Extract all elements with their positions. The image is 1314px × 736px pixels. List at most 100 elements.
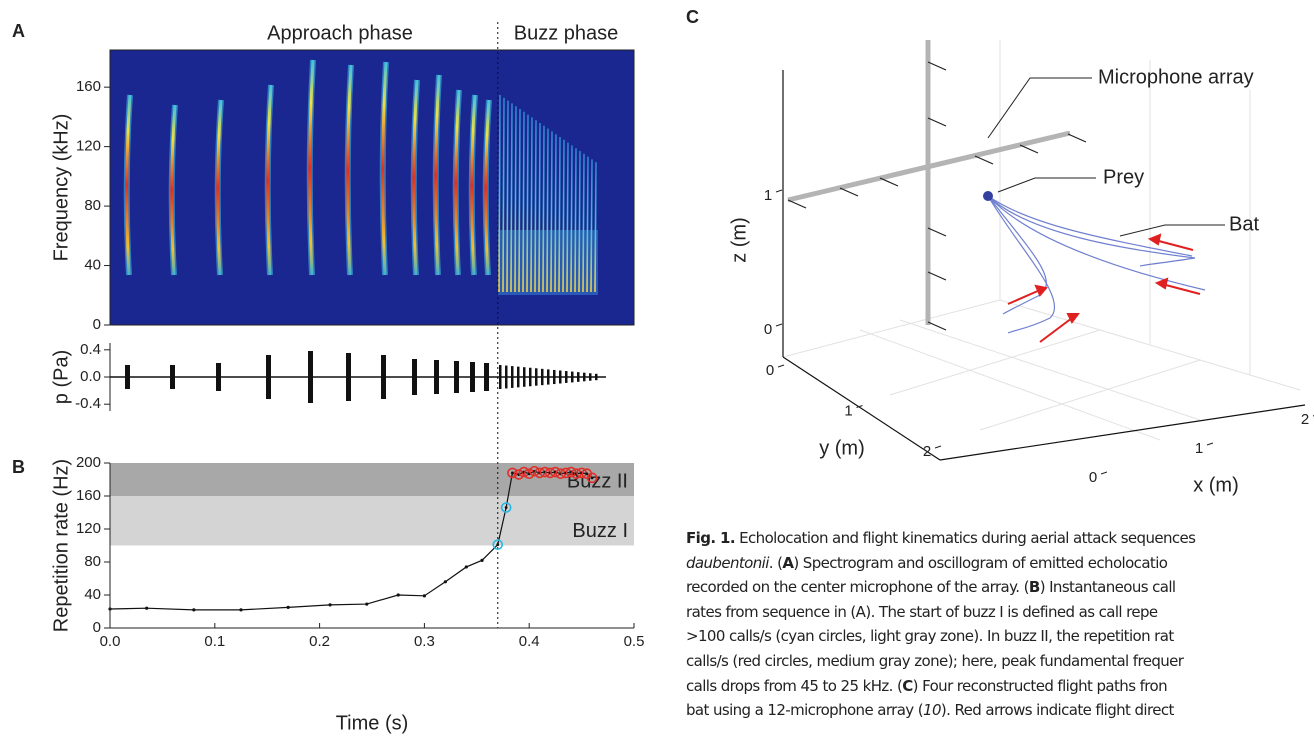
buzz-streak xyxy=(566,142,569,293)
rate-point xyxy=(590,476,594,480)
call-burst xyxy=(412,359,417,395)
call-streak xyxy=(412,79,419,276)
buzz-burst xyxy=(523,367,526,387)
rate-point xyxy=(464,565,468,569)
call-streak xyxy=(216,99,223,276)
rate-circle xyxy=(500,502,512,513)
y-tick-label: 80 xyxy=(84,197,101,214)
y-tick-label: 40 xyxy=(84,257,101,274)
caption-text: ) Four reconstructed flight paths fron xyxy=(912,676,1168,695)
rate-point xyxy=(480,558,484,562)
buzz-burst xyxy=(547,369,550,385)
y-axis-label: p (Pa) xyxy=(50,350,72,404)
y-axis-label: y (m) xyxy=(819,437,865,459)
y-tick-label: 80 xyxy=(84,553,101,570)
buzz-burst xyxy=(541,368,544,386)
caption-text: Echolocation and flight kinematics durin… xyxy=(734,529,1196,547)
y-tick-label: 0.4 xyxy=(80,341,101,358)
panel-label: C xyxy=(686,7,699,27)
buzz-streak xyxy=(546,128,549,293)
y-tick-label: 0 xyxy=(766,362,774,379)
buzz-burst xyxy=(535,368,538,386)
flight-paths xyxy=(987,195,1206,334)
rate-circle xyxy=(507,467,518,479)
y-tick-label: 0.0 xyxy=(80,368,101,385)
call-streak xyxy=(434,74,441,276)
plot-frame xyxy=(109,49,635,326)
caption-text: >100 calls/s (cyan circles, light gray z… xyxy=(686,627,1174,646)
buzz-streak xyxy=(518,108,521,293)
annotation: Bat xyxy=(1229,213,1259,235)
rate-point xyxy=(365,602,369,606)
call-streak xyxy=(170,104,177,276)
call-streak xyxy=(470,94,477,276)
buzz-streak xyxy=(570,145,573,293)
buzz-streak xyxy=(530,117,533,293)
call-burst xyxy=(470,362,475,392)
buzz-streak xyxy=(558,136,561,293)
buzz-streak xyxy=(502,97,505,293)
x-tick-label: 0 xyxy=(1089,469,1097,486)
buzz-streak xyxy=(586,156,589,293)
caption-line: calls drops from 45 to 25 kHz. (C) Four … xyxy=(686,674,1314,699)
buzz-burst xyxy=(553,369,556,385)
microphones xyxy=(787,61,1087,331)
call-burst xyxy=(170,365,175,389)
z-tick-label: 1 xyxy=(764,187,772,204)
caption-text: Fig. 1. xyxy=(686,529,736,547)
x-tick xyxy=(1206,442,1214,446)
caption-line: >100 calls/s (cyan circles, light gray z… xyxy=(686,624,1314,649)
panel-label: A xyxy=(12,21,25,41)
y-tick-label: 160 xyxy=(76,487,101,504)
axes-3d xyxy=(782,70,1306,461)
buzz-burst xyxy=(571,371,574,383)
caption-line: rates from sequence in (A). The start of… xyxy=(686,600,1314,625)
buzz-streak xyxy=(550,131,553,293)
rate-point xyxy=(504,506,508,509)
buzz-streak xyxy=(510,103,513,293)
call-burst xyxy=(454,361,459,393)
buzz-burst xyxy=(583,372,586,382)
rate-point xyxy=(443,580,447,584)
rate-circle xyxy=(523,468,535,480)
buzz-streak xyxy=(526,114,529,293)
caption-text: ) Instantaneous call xyxy=(1039,578,1176,597)
buzz-streak xyxy=(498,94,501,293)
rate-circle xyxy=(586,472,598,484)
rate-circle xyxy=(492,539,504,550)
buzz-burst xyxy=(505,365,508,389)
z-tick xyxy=(775,189,783,193)
z-axis-label: z (m) xyxy=(728,217,750,263)
rate-circle xyxy=(529,465,540,477)
arrows xyxy=(1007,233,1201,343)
rate-point xyxy=(239,608,243,612)
z-tick xyxy=(775,323,783,327)
x-tick-label: 2 xyxy=(1301,411,1309,428)
call-burst xyxy=(381,355,386,399)
rate-circle xyxy=(518,466,530,478)
zone-label: Buzz I xyxy=(572,520,628,542)
annotation: Microphone array xyxy=(1098,66,1254,88)
y-tick-label: 40 xyxy=(84,586,101,603)
buzz-streak xyxy=(534,120,537,293)
rate-point xyxy=(511,471,514,475)
rate-circle xyxy=(513,469,525,480)
caption-line: bat using a 12-microphone array (10). Re… xyxy=(686,698,1314,723)
y-tick xyxy=(934,445,942,449)
box-3d xyxy=(782,40,1301,441)
buzz-streak xyxy=(542,125,545,293)
caption-text: recorded on the center microphone of the… xyxy=(686,578,1029,597)
buzz-streak xyxy=(582,153,585,293)
x-tick-label: 0.0 xyxy=(100,633,121,650)
caption-text: A xyxy=(782,553,794,572)
x-tick-label: 0.5 xyxy=(624,633,645,650)
y-tick-label: 120 xyxy=(76,520,101,537)
buzz-streak xyxy=(506,100,509,293)
buzz-streak xyxy=(574,148,577,293)
figure-caption: Fig. 1. Echolocation and flight kinemati… xyxy=(686,526,1314,736)
buzz-streak xyxy=(554,134,557,293)
call-burst xyxy=(346,353,351,401)
x-tick-label: 0.3 xyxy=(414,633,435,650)
